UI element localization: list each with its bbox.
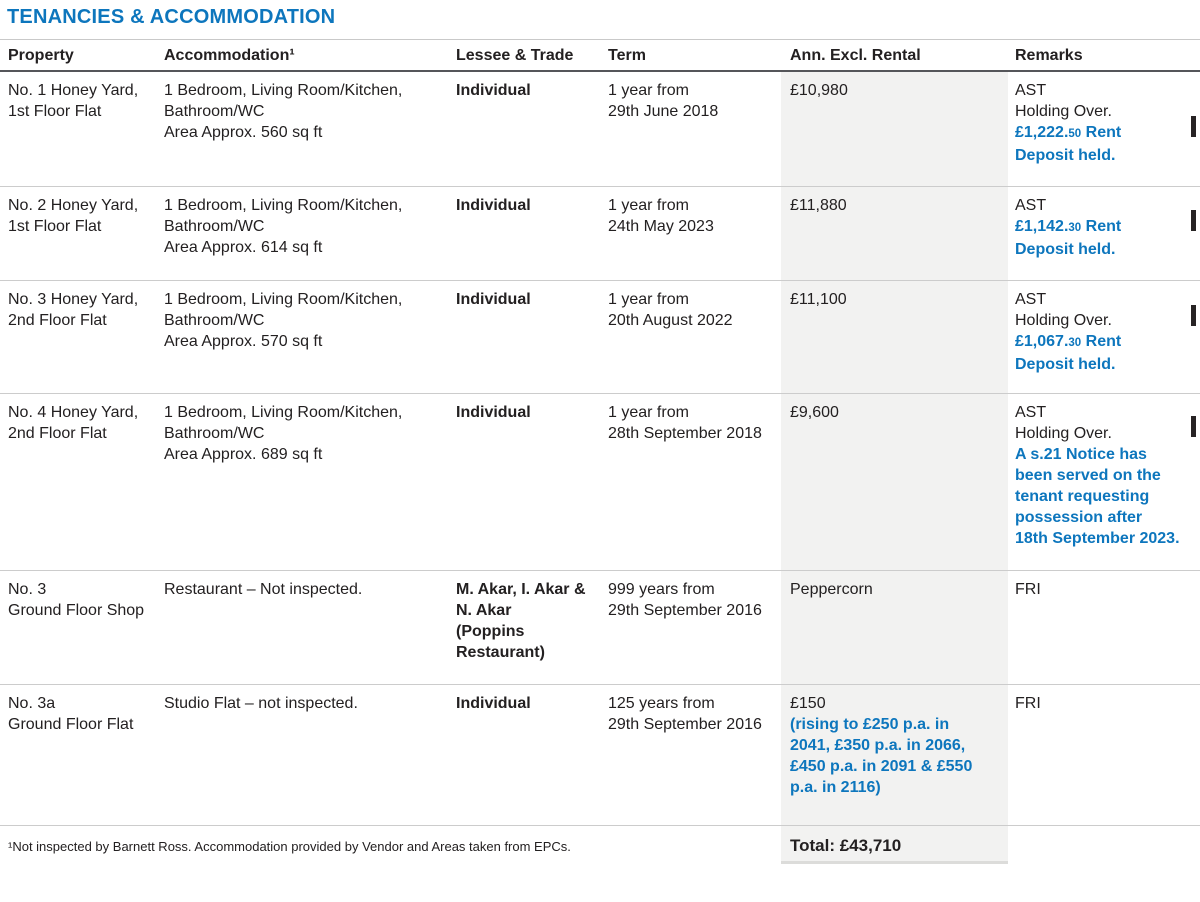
- rent-deposit-note: £1,222.50 Rent Deposit held.: [1015, 124, 1122, 164]
- accommodation-cell: 1 Bedroom, Living Room/Kitchen, Bathroom…: [164, 197, 403, 256]
- lessee-cell: Individual: [456, 695, 531, 712]
- accommodation-cell: Restaurant – Not inspected.: [164, 581, 363, 598]
- rental-cell: £11,100: [781, 281, 1008, 393]
- lessee-cell: Individual: [456, 404, 531, 421]
- remarks-text: AST Holding Over.: [1015, 82, 1112, 120]
- column-header-property: Property: [8, 47, 74, 64]
- term-cell: 1 year from 20th August 2022: [608, 291, 733, 329]
- property-cell: No. 3 Honey Yard, 2nd Floor Flat: [8, 291, 139, 329]
- term-cell: 125 years from 29th September 2016: [608, 695, 762, 733]
- lessee-cell: Individual: [456, 291, 531, 308]
- property-cell: No. 2 Honey Yard, 1st Floor Flat: [8, 197, 139, 235]
- remarks-cell: FRI: [1015, 581, 1041, 598]
- remarks-cell: AST £1,142.30 Rent Deposit held.: [1008, 187, 1200, 280]
- term-cell: 1 year from 28th September 2018: [608, 404, 762, 442]
- page-title: TENANCIES & ACCOMMODATION: [7, 6, 336, 28]
- rent-review-note: (rising to £250 p.a. in 2041, £350 p.a. …: [790, 716, 973, 796]
- rental-amount: £150: [790, 695, 826, 712]
- table-header-row: Property Accommodation¹ Lessee & Trade T…: [0, 39, 1200, 72]
- property-cell: No. 3 Ground Floor Shop: [8, 581, 145, 619]
- table-row: No. 3 Honey Yard, 2nd Floor Flat 1 Bedro…: [0, 280, 1200, 393]
- deposit-cents: 30: [1068, 222, 1082, 234]
- property-cell: No. 3a Ground Floor Flat: [8, 695, 134, 733]
- page-edge-mark: [1191, 116, 1196, 137]
- remarks-cell: AST Holding Over. A s.21 Notice has been…: [1008, 394, 1200, 570]
- column-header-remarks: Remarks: [1015, 47, 1083, 64]
- table-row: No. 1 Honey Yard, 1st Floor Flat 1 Bedro…: [0, 72, 1200, 186]
- lessee-cell: Individual: [456, 197, 531, 214]
- s21-notice-note: A s.21 Notice has been served on the ten…: [1015, 446, 1180, 547]
- accommodation-cell: Studio Flat – not inspected.: [164, 695, 358, 712]
- property-cell: No. 4 Honey Yard, 2nd Floor Flat: [8, 404, 139, 442]
- term-cell: 1 year from 24th May 2023: [608, 197, 714, 235]
- column-header-accommodation: Accommodation¹: [164, 47, 295, 64]
- rental-cell: £11,880: [781, 187, 1008, 280]
- remarks-text: AST: [1015, 197, 1047, 214]
- rental-cell: Peppercorn: [781, 571, 1008, 684]
- column-header-lessee: Lessee & Trade: [456, 47, 574, 64]
- accommodation-cell: 1 Bedroom, Living Room/Kitchen, Bathroom…: [164, 291, 403, 350]
- table-footer-row: ¹Not inspected by Barnett Ross. Accommod…: [0, 825, 1200, 864]
- table-row: No. 4 Honey Yard, 2nd Floor Flat 1 Bedro…: [0, 393, 1200, 570]
- table-row: No. 3 Ground Floor Shop Restaurant – Not…: [0, 570, 1200, 684]
- page-edge-mark: [1191, 416, 1196, 437]
- remarks-text: AST Holding Over.: [1015, 404, 1112, 442]
- rental-cell: £150 (rising to £250 p.a. in 2041, £350 …: [781, 685, 1008, 825]
- footer-spacer: [1008, 826, 1200, 864]
- table-row: No. 3a Ground Floor Flat Studio Flat – n…: [0, 684, 1200, 825]
- column-header-rental: Ann. Excl. Rental: [790, 47, 921, 64]
- rental-cell: £10,980: [781, 72, 1008, 186]
- footnote: ¹Not inspected by Barnett Ross. Accommod…: [8, 839, 571, 854]
- lessee-cell: Individual: [456, 82, 531, 99]
- column-header-term: Term: [608, 47, 646, 64]
- term-cell: 1 year from 29th June 2018: [608, 82, 719, 120]
- total-rental: Total: £43,710: [781, 826, 1008, 864]
- table-row: No. 2 Honey Yard, 1st Floor Flat 1 Bedro…: [0, 186, 1200, 280]
- remarks-cell: FRI: [1015, 695, 1041, 712]
- page-edge-mark: [1191, 210, 1196, 231]
- remarks-cell: AST Holding Over. £1,067.30 Rent Deposit…: [1008, 281, 1200, 393]
- lessee-cell: M. Akar, I. Akar & N. Akar (Poppins Rest…: [456, 581, 586, 661]
- property-cell: No. 1 Honey Yard, 1st Floor Flat: [8, 82, 139, 120]
- tenancy-table: Property Accommodation¹ Lessee & Trade T…: [0, 39, 1200, 864]
- accommodation-cell: 1 Bedroom, Living Room/Kitchen, Bathroom…: [164, 404, 403, 463]
- remarks-cell: AST Holding Over. £1,222.50 Rent Deposit…: [1008, 72, 1200, 186]
- remarks-text: AST Holding Over.: [1015, 291, 1112, 329]
- rent-deposit-note: £1,067.30 Rent Deposit held.: [1015, 333, 1122, 373]
- accommodation-cell: 1 Bedroom, Living Room/Kitchen, Bathroom…: [164, 82, 403, 141]
- deposit-cents: 30: [1068, 337, 1082, 349]
- page-edge-mark: [1191, 305, 1196, 326]
- term-cell: 999 years from 29th September 2016: [608, 581, 762, 619]
- rent-deposit-note: £1,142.30 Rent Deposit held.: [1015, 218, 1122, 258]
- rental-cell: £9,600: [781, 394, 1008, 570]
- deposit-cents: 50: [1068, 128, 1082, 140]
